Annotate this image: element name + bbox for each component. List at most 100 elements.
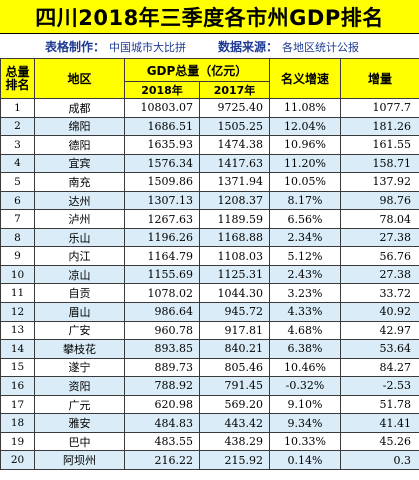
gdp-2017-cell: 1168.88 [198, 227, 271, 248]
table-row: 11 自贡 1078.02 1044.30 3.23% 33.72 [0, 283, 419, 304]
rank-cell: 6 [0, 190, 35, 211]
region-cell: 自贡 [34, 283, 125, 304]
gdp-2017-cell: 1189.59 [198, 209, 271, 229]
gdp-2018-cell: 620.98 [124, 394, 200, 415]
increase-cell: 84.27 [340, 357, 419, 378]
table-row: 18 雅安 484.83 443.42 9.34% 41.41 [0, 413, 419, 433]
table-row: 2 绵阳 1686.51 1505.25 12.04% 181.26 [0, 116, 419, 137]
maker-info: 表格制作： 中国城市大比拼 [45, 38, 186, 55]
gdp-2017-cell: 805.46 [198, 357, 271, 378]
gdp-2017-cell: 1125.31 [198, 264, 271, 285]
growth-cell: 6.38% [269, 339, 342, 359]
growth-cell: 10.33% [269, 431, 342, 452]
region-cell: 南充 [34, 172, 125, 192]
gdp-2018-cell: 1509.86 [124, 172, 200, 192]
gdp-2017-cell: 1044.30 [198, 283, 271, 304]
gdp-2018-cell: 788.92 [124, 376, 200, 396]
increase-cell: 161.55 [340, 135, 419, 155]
table-row: 17 广元 620.98 569.20 9.10% 51.78 [0, 394, 419, 415]
growth-cell: -0.32% [269, 376, 342, 396]
table-row: 9 内江 1164.79 1108.03 5.12% 56.76 [0, 246, 419, 266]
gdp-2018-cell: 10803.07 [124, 98, 200, 118]
table-row: 7 泸州 1267.63 1189.59 6.56% 78.04 [0, 209, 419, 229]
gdp-2018-cell: 1686.51 [124, 116, 200, 137]
source-value: 各地区统计公报 [282, 41, 360, 54]
rank-cell: 14 [0, 339, 35, 359]
increase-cell: 78.04 [340, 209, 419, 229]
gdp-2017-cell: 1417.63 [198, 153, 271, 174]
gdp-2017-cell: 1108.03 [198, 246, 271, 266]
rank-cell: 17 [0, 394, 35, 415]
table-row: 15 遂宁 889.73 805.46 10.46% 84.27 [0, 357, 419, 378]
growth-cell: 2.43% [269, 264, 342, 285]
gdp-2017-cell: 9725.40 [198, 98, 271, 118]
gdp-2018-cell: 483.55 [124, 431, 200, 452]
table-row: 20 阿坝州 216.22 215.92 0.14% 0.3 [0, 450, 419, 470]
increase-cell: 41.41 [340, 413, 419, 433]
growth-cell: 0.14% [269, 450, 342, 470]
rank-cell: 1 [0, 98, 35, 118]
region-cell: 资阳 [34, 376, 125, 396]
region-cell: 凉山 [34, 264, 125, 285]
gdp-2018-cell: 1078.02 [124, 283, 200, 304]
growth-cell: 11.08% [269, 98, 342, 118]
table-row: 1 成都 10803.07 9725.40 11.08% 1077.7 [0, 98, 419, 118]
page-title: 四川2018年三季度各市州GDP排名 [0, 0, 419, 34]
growth-cell: 9.34% [269, 413, 342, 433]
growth-cell: 4.68% [269, 320, 342, 341]
region-cell: 达州 [34, 190, 125, 211]
gdp-2017-cell: 443.42 [198, 413, 271, 433]
increase-cell: 51.78 [340, 394, 419, 415]
region-cell: 雅安 [34, 413, 125, 433]
gdp-2018-cell: 1576.34 [124, 153, 200, 174]
rank-cell: 15 [0, 357, 35, 378]
increase-cell: 45.26 [340, 431, 419, 452]
gdp-2018-cell: 1307.13 [124, 190, 200, 211]
header-year-2017: 2017年 [198, 81, 271, 99]
gdp-2018-cell: 889.73 [124, 357, 200, 378]
maker-label: 表格制作： [45, 40, 106, 54]
gdp-2018-cell: 1155.69 [124, 264, 200, 285]
region-cell: 绵阳 [34, 116, 125, 137]
growth-cell: 10.46% [269, 357, 342, 378]
growth-cell: 10.05% [269, 172, 342, 192]
rank-cell: 12 [0, 302, 35, 322]
gdp-2018-cell: 960.78 [124, 320, 200, 341]
increase-cell: 56.76 [340, 246, 419, 266]
rank-cell: 3 [0, 135, 35, 155]
header-region: 地区 [34, 58, 125, 99]
rank-cell: 7 [0, 209, 35, 229]
growth-cell: 3.23% [269, 283, 342, 304]
increase-cell: 40.92 [340, 302, 419, 322]
growth-cell: 5.12% [269, 246, 342, 266]
region-cell: 阿坝州 [34, 450, 125, 470]
table-row: 8 乐山 1196.26 1168.88 2.34% 27.38 [0, 227, 419, 248]
growth-cell: 8.17% [269, 190, 342, 211]
gdp-2018-cell: 216.22 [124, 450, 200, 470]
table-row: 3 德阳 1635.93 1474.38 10.96% 161.55 [0, 135, 419, 155]
growth-cell: 6.56% [269, 209, 342, 229]
increase-cell: 27.38 [340, 264, 419, 285]
subheader: 表格制作： 中国城市大比拼 数据来源： 各地区统计公报 [0, 34, 419, 56]
table-row: 16 资阳 788.92 791.45 -0.32% -2.53 [0, 376, 419, 396]
table-row: 13 广安 960.78 917.81 4.68% 42.97 [0, 320, 419, 341]
region-cell: 遂宁 [34, 357, 125, 378]
region-cell: 乐山 [34, 227, 125, 248]
region-cell: 攀枝花 [34, 339, 125, 359]
rank-cell: 13 [0, 320, 35, 341]
rank-cell: 8 [0, 227, 35, 248]
table-row: 12 眉山 986.64 945.72 4.33% 40.92 [0, 302, 419, 322]
increase-cell: 98.76 [340, 190, 419, 211]
increase-cell: 1077.7 [340, 98, 419, 118]
gdp-2017-cell: 569.20 [198, 394, 271, 415]
table-row: 10 凉山 1155.69 1125.31 2.43% 27.38 [0, 264, 419, 285]
gdp-2018-cell: 1164.79 [124, 246, 200, 266]
region-cell: 内江 [34, 246, 125, 266]
region-cell: 广安 [34, 320, 125, 341]
rank-cell: 5 [0, 172, 35, 192]
gdp-2017-cell: 791.45 [198, 376, 271, 396]
table-row: 6 达州 1307.13 1208.37 8.17% 98.76 [0, 190, 419, 211]
gdp-2018-cell: 986.64 [124, 302, 200, 322]
region-cell: 广元 [34, 394, 125, 415]
